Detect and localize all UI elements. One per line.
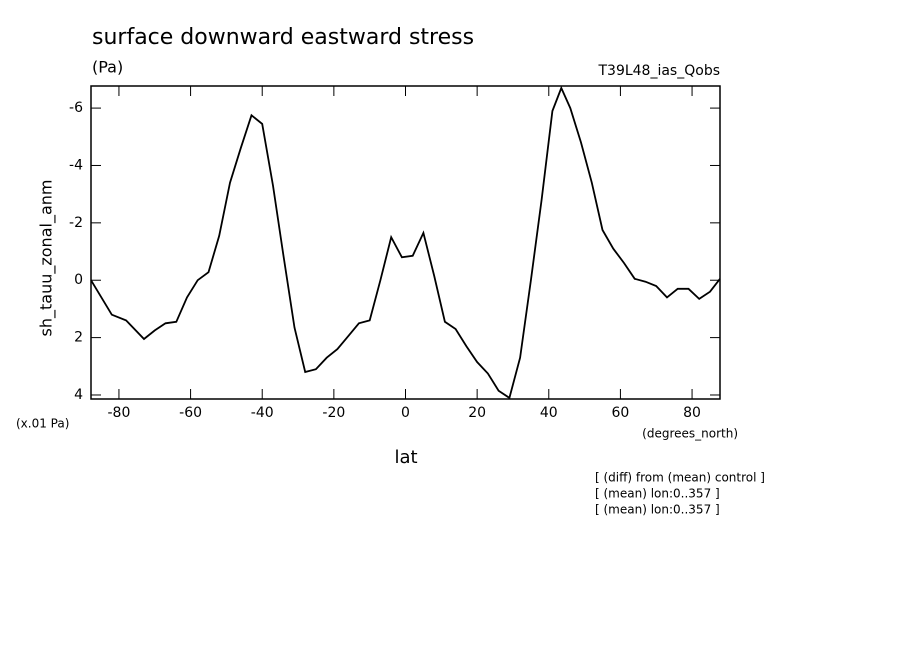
- x-tick-label: -60: [179, 405, 202, 421]
- note: [ (diff) from (mean) control ]: [595, 471, 765, 485]
- note: [ (mean) lon:0..357 ]: [595, 503, 720, 517]
- y-tick-label: -2: [69, 215, 83, 231]
- y-tick-label: 2: [74, 330, 83, 346]
- chart-title: surface downward eastward stress: [92, 25, 474, 50]
- x-tick-label: -40: [251, 405, 274, 421]
- y-tick-label: 0: [74, 272, 83, 288]
- y-tick-label: -4: [69, 157, 83, 173]
- x-tick-label: 0: [401, 405, 410, 421]
- note: [ (mean) lon:0..357 ]: [595, 487, 720, 501]
- y-axis-label: sh_tauu_zonal_anm: [37, 180, 57, 337]
- run-label: T39L48_ias_Qobs: [597, 63, 720, 79]
- x-tick-label: -80: [108, 405, 131, 421]
- data-line: [90, 85, 721, 400]
- x-tick-label: -20: [322, 405, 345, 421]
- x-axis-label: lat: [394, 447, 417, 468]
- y-unit: (x.01 Pa): [16, 417, 69, 431]
- x-tick-label: 40: [540, 405, 558, 421]
- y-tick-label: -6: [69, 100, 83, 116]
- y-tick-label: 4: [74, 387, 83, 403]
- x-tick-label: 20: [468, 405, 486, 421]
- x-tick-label: 80: [683, 405, 701, 421]
- x-tick-label: 60: [612, 405, 630, 421]
- x-unit: (degrees_north): [642, 427, 738, 441]
- subtitle: (Pa): [92, 58, 123, 77]
